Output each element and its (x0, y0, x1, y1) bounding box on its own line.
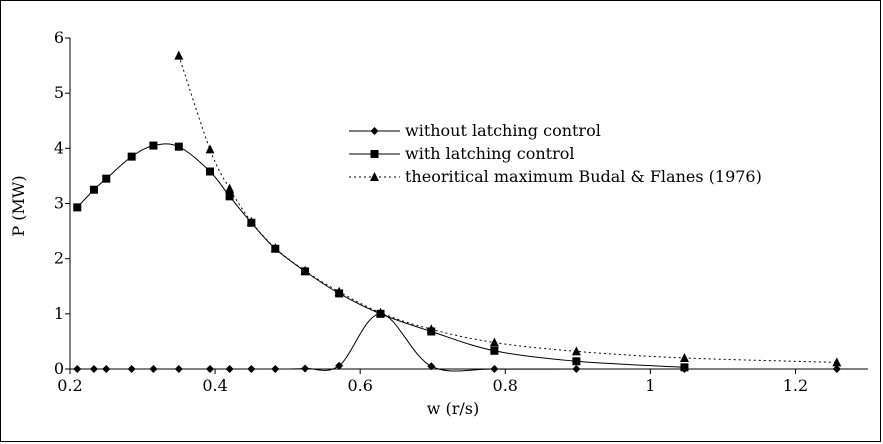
data-point-square (89, 185, 98, 194)
data-point-triangle (679, 352, 689, 362)
data-point-square (73, 203, 82, 212)
data-point-triangle (270, 243, 280, 253)
data-point-square (206, 167, 215, 176)
data-point-diamond (225, 365, 234, 373)
data-point-triangle (174, 50, 184, 60)
data-point-square (680, 363, 689, 372)
data-point-square (174, 142, 183, 151)
data-point-diamond (247, 365, 256, 373)
legend-marker-diamond (370, 127, 379, 135)
legend-marker-triangle (370, 172, 379, 181)
data-point-diamond (73, 365, 82, 373)
data-point-triangle (300, 265, 310, 275)
legend-marker-square (370, 150, 379, 158)
data-point-square (225, 192, 234, 201)
data-point-diamond (335, 361, 344, 370)
legend-item-theoretical-maximum: theoritical maximum Budal & Flanes (1976… (349, 167, 762, 186)
data-point-diamond (271, 365, 280, 373)
y-tick-label: 0 (54, 359, 64, 378)
data-point-diamond (127, 365, 136, 373)
data-point-triangle (426, 324, 436, 334)
data-point-square (102, 174, 111, 183)
x-tick-label: 1 (645, 376, 655, 395)
data-point-square (149, 141, 158, 150)
x-tick-label: 1.2 (783, 376, 808, 395)
data-point-diamond (174, 365, 183, 373)
x-tick-label: 0.2 (57, 376, 82, 395)
data-point-square (490, 346, 499, 355)
data-point-triangle (334, 286, 344, 296)
data-point-triangle (489, 337, 499, 347)
data-point-triangle (571, 346, 581, 356)
data-point-diamond (490, 365, 499, 373)
data-point-diamond (102, 365, 111, 373)
legend-item-with-latching: with latching control (349, 144, 574, 163)
x-tick-label: 0.8 (493, 376, 518, 395)
legend-item-without-latching: without latching control (349, 121, 601, 140)
legend-label: theoritical maximum Budal & Flanes (1976… (405, 167, 762, 186)
x-ticks: 0.2 0.4 0.6 0.8 1 1.2 (57, 369, 808, 395)
series-line-without-latching (77, 313, 837, 372)
series-line-theoretical-maximum (178, 55, 837, 363)
axes (69, 38, 868, 370)
y-tick-label: 2 (54, 249, 64, 268)
data-point-square (572, 357, 581, 366)
series-theoretical-maximum (174, 50, 842, 367)
y-tick-label: 4 (54, 138, 64, 157)
data-point-diamond (832, 365, 841, 373)
series-without-latching (73, 309, 841, 373)
data-point-triangle (205, 144, 215, 154)
data-point-diamond (206, 365, 215, 373)
data-point-triangle (225, 183, 235, 193)
data-point-square (127, 152, 136, 161)
y-tick-label: 6 (54, 28, 64, 47)
y-axis-title: P (MW) (9, 175, 28, 236)
data-point-triangle (375, 307, 385, 317)
y-tick-label: 3 (54, 194, 64, 213)
data-point-diamond (89, 365, 98, 373)
y-ticks: 0 1 2 3 4 5 6 (54, 28, 70, 378)
data-point-diamond (572, 365, 581, 373)
y-tick-label: 1 (54, 304, 64, 323)
x-tick-label: 0.6 (347, 376, 372, 395)
data-point-diamond (427, 362, 436, 371)
data-point-diamond (149, 365, 158, 373)
y-tick-label: 5 (54, 83, 64, 102)
legend-label: with latching control (405, 144, 574, 163)
x-axis-title: w (r/s) (427, 399, 480, 418)
legend: without latching control with latching co… (349, 121, 762, 186)
data-point-triangle (832, 357, 842, 367)
data-point-triangle (246, 216, 256, 226)
series-layer (73, 50, 842, 373)
x-tick-label: 0.4 (202, 376, 227, 395)
legend-label: without latching control (405, 121, 601, 140)
data-point-diamond (301, 364, 310, 373)
